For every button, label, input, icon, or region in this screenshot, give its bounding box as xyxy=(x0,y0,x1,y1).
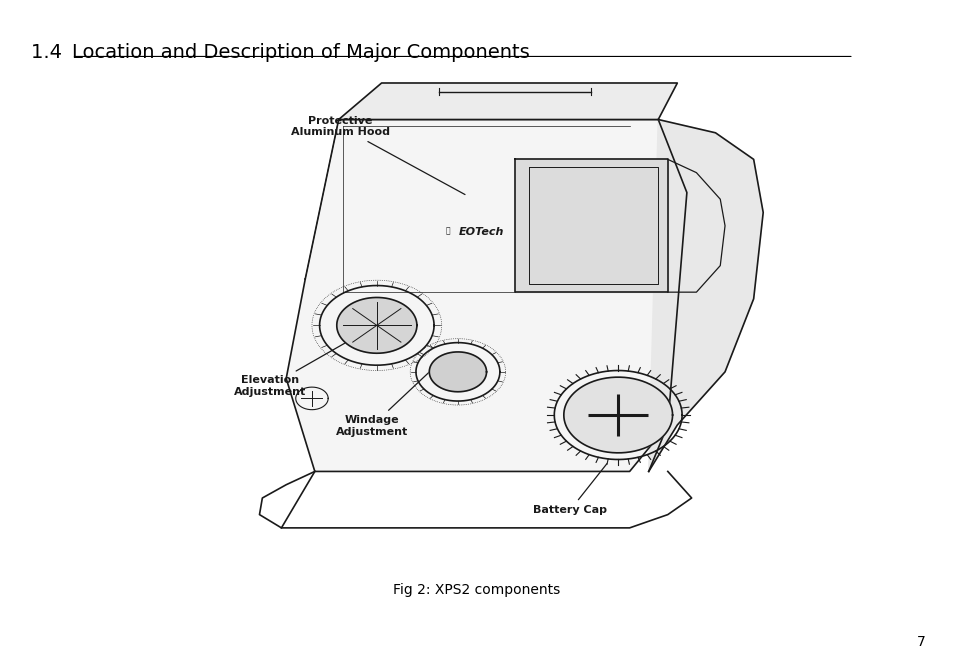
Text: Protective
Aluminum Hood: Protective Aluminum Hood xyxy=(291,116,464,195)
Text: Windage
Adjustment: Windage Adjustment xyxy=(335,361,441,437)
Polygon shape xyxy=(338,83,677,120)
Text: Fig 2: XPS2 components: Fig 2: XPS2 components xyxy=(393,582,560,597)
Text: 7: 7 xyxy=(916,635,924,649)
Text: ⓔ: ⓔ xyxy=(446,226,450,236)
Polygon shape xyxy=(429,352,486,392)
Text: Battery Cap: Battery Cap xyxy=(533,463,607,515)
Polygon shape xyxy=(336,297,416,353)
Text: Elevation
Adjustment: Elevation Adjustment xyxy=(233,330,367,397)
Polygon shape xyxy=(648,120,762,471)
Polygon shape xyxy=(286,120,686,471)
Text: 1.4: 1.4 xyxy=(30,43,68,62)
Polygon shape xyxy=(515,159,667,292)
Text: Location and Description of Major Components: Location and Description of Major Compon… xyxy=(71,43,529,62)
Text: EOTech: EOTech xyxy=(458,227,504,238)
Polygon shape xyxy=(563,377,672,453)
